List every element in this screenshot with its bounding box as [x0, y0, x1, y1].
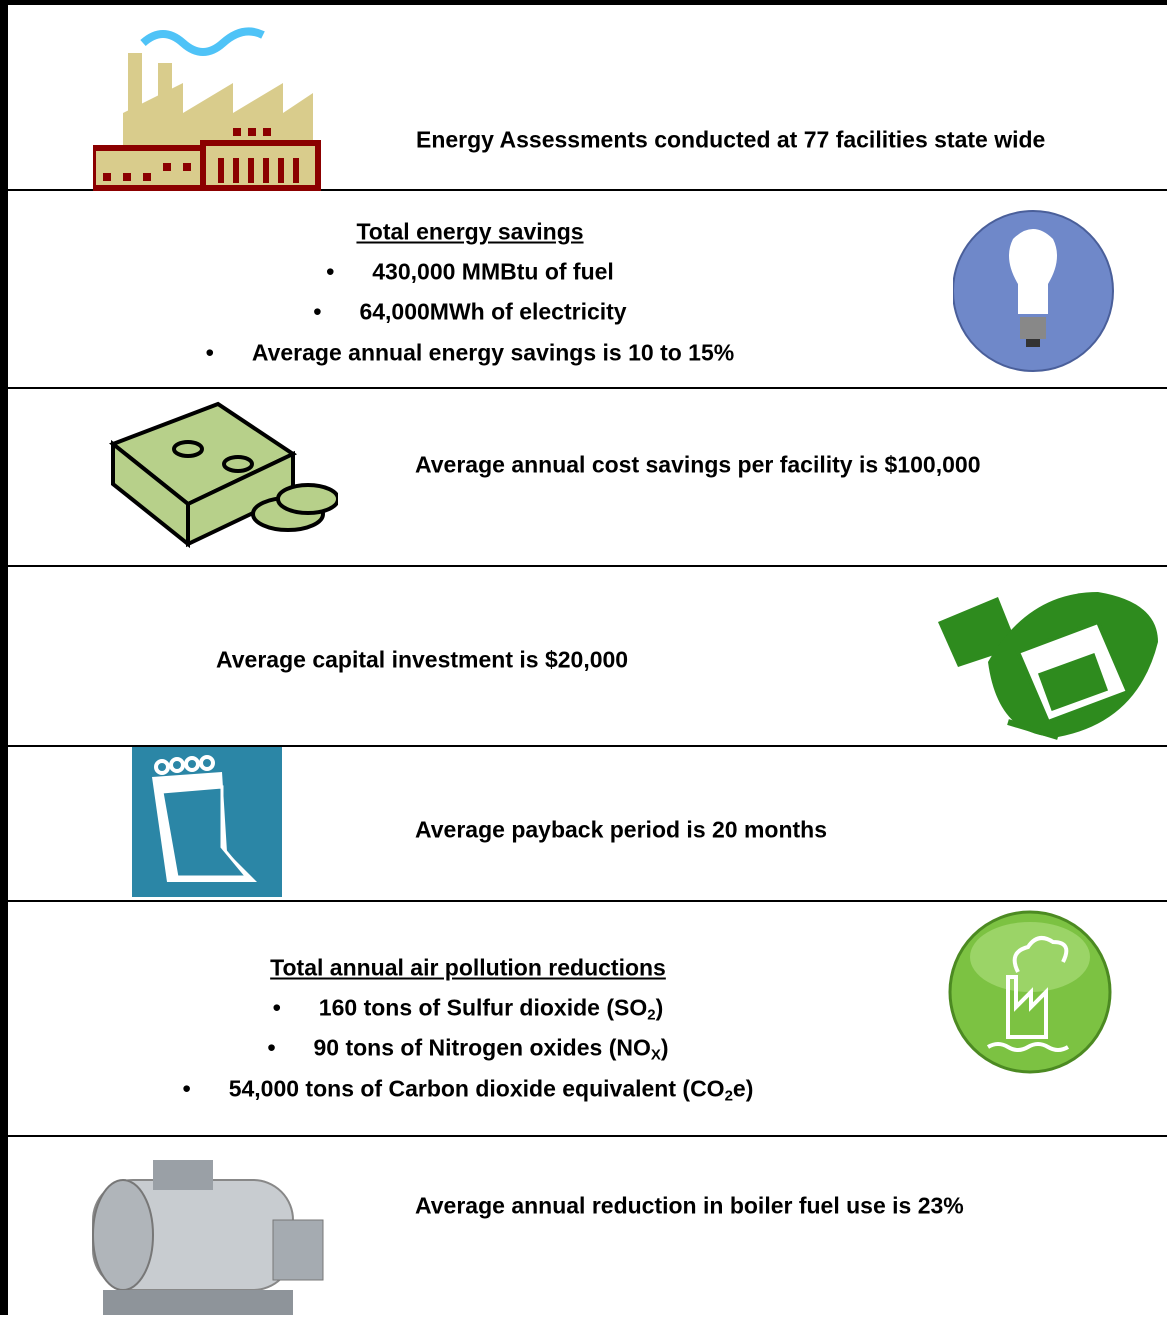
subscript: 2 — [647, 1007, 655, 1024]
bullet: Average annual energy savings is 10 to 1… — [206, 340, 734, 367]
row: Average annual reduction in boiler fuel … — [8, 1137, 1167, 1320]
calculator-icon — [928, 582, 1167, 742]
row: Average payback period is 20 months — [8, 747, 1167, 902]
row: Total energy savings 430,000 MMBtu of fu… — [8, 191, 1167, 389]
bullet-text: ) — [661, 1035, 669, 1061]
money-icon — [108, 394, 338, 549]
row: Total annual air pollution reductions 16… — [8, 902, 1167, 1137]
boiler-icon — [83, 1140, 333, 1320]
row-text: Average annual cost savings per facility… — [415, 452, 981, 479]
bullet: 430,000 MMBtu of fuel — [326, 259, 614, 286]
bullet-text: ) — [656, 995, 664, 1021]
row: Average capital investment is $20,000 — [8, 567, 1167, 747]
bullet: 64,000MWh of electricity — [313, 299, 626, 326]
subscript: X — [651, 1047, 661, 1064]
factory-icon — [93, 13, 321, 191]
row-text: Energy Assessments conducted at 77 facil… — [416, 127, 1045, 154]
pollution-icon — [948, 907, 1113, 1077]
bullet-text: 54,000 tons of Carbon dioxide equivalent… — [229, 1076, 725, 1102]
calendar-icon — [132, 747, 282, 897]
heading: Total energy savings — [356, 219, 583, 246]
bullet: 54,000 tons of Carbon dioxide equivalent… — [183, 1076, 754, 1105]
bulb-icon — [953, 199, 1115, 384]
bullet: 160 tons of Sulfur dioxide (SO2) — [273, 995, 664, 1024]
row-text: Average annual reduction in boiler fuel … — [415, 1193, 964, 1220]
row-text: Average capital investment is $20,000 — [216, 647, 628, 674]
row: Energy Assessments conducted at 77 facil… — [8, 5, 1167, 191]
heading: Total annual air pollution reductions — [270, 955, 666, 982]
bullet: 90 tons of Nitrogen oxides (NOX) — [267, 1035, 668, 1064]
page: Energy Assessments conducted at 77 facil… — [0, 0, 1167, 1315]
bullet-text: 160 tons of Sulfur dioxide (SO — [319, 995, 647, 1021]
row: Average annual cost savings per facility… — [8, 389, 1167, 567]
bullet-text: 90 tons of Nitrogen oxides (NO — [314, 1035, 651, 1061]
row-text: Average payback period is 20 months — [415, 817, 827, 844]
bullet-text: e) — [733, 1076, 753, 1102]
